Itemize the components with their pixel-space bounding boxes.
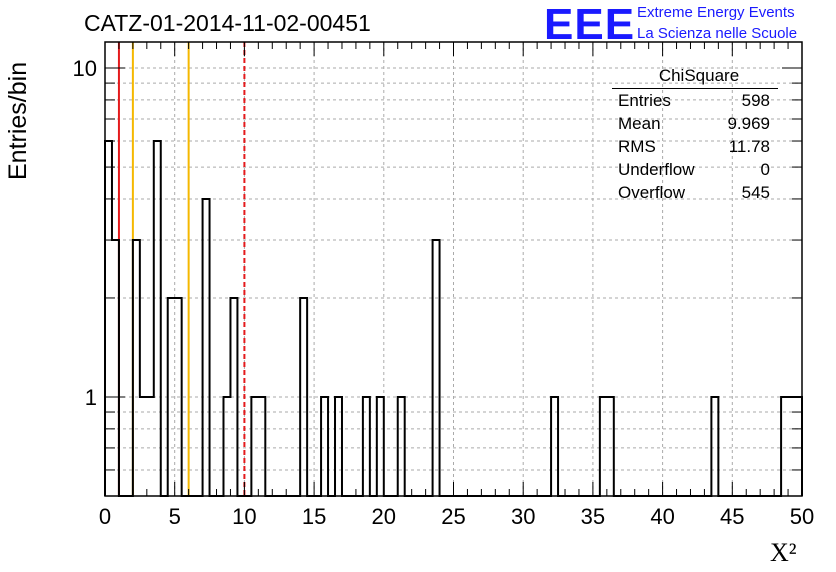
- stats-box: ChiSquare Entries 598 Mean 9.969 RMS 11.78 Und…: [610, 66, 780, 204]
- x-tick-label: 10: [232, 504, 256, 529]
- stats-row: Mean 9.969: [610, 112, 780, 135]
- stats-row: Entries 598: [610, 89, 780, 112]
- stats-row: Underflow 0: [610, 158, 780, 181]
- y-tick-label: 10: [73, 56, 97, 81]
- x-tick-label: 50: [790, 504, 814, 529]
- stats-label: Entries: [618, 91, 671, 110]
- stats-label: Mean: [618, 114, 661, 133]
- stats-value: 545: [741, 183, 770, 202]
- chart-title: CATZ-01-2014-11-02-00451: [84, 10, 371, 36]
- stats-label: Underflow: [618, 160, 695, 179]
- stats-row: RMS 11.78: [610, 135, 780, 158]
- stats-row: Overflow 545: [610, 181, 780, 204]
- x-tick-label: 0: [99, 504, 111, 529]
- y-tick-labels: 1 10: [73, 56, 97, 410]
- logo-text-line2: La Scienza nelle Scuole: [637, 25, 798, 42]
- axes: [104, 41, 803, 497]
- y-tick-label: 1: [85, 385, 97, 410]
- logo-text-line1: Extreme Energy Events: [637, 4, 795, 21]
- stats-value: 9.969: [727, 114, 770, 133]
- x-axis-label: X²: [770, 538, 797, 567]
- x-tick-label: 5: [169, 504, 181, 529]
- x-tick-label: 30: [511, 504, 535, 529]
- stats-label: RMS: [618, 137, 656, 156]
- grid-lines: [105, 42, 802, 496]
- x-tick-label: 35: [581, 504, 605, 529]
- stats-value: 598: [741, 91, 770, 110]
- x-tick-label: 25: [441, 504, 465, 529]
- stats-divider: [612, 88, 778, 89]
- stats-title: ChiSquare: [658, 66, 740, 85]
- y-axis-label: Entries/bin: [4, 61, 32, 180]
- x-tick-label: 15: [302, 504, 326, 529]
- x-tick-labels: 0 5 10 15 20 25 30 35 40 45 50: [99, 504, 814, 529]
- eee-logo: EEE: [544, 0, 636, 49]
- x-tick-label: 20: [372, 504, 396, 529]
- x-tick-label: 45: [720, 504, 744, 529]
- stats-value: 0: [760, 160, 770, 179]
- stats-label: Overflow: [618, 183, 686, 202]
- x-tick-label: 40: [650, 504, 674, 529]
- stats-value: 11.78: [728, 137, 770, 156]
